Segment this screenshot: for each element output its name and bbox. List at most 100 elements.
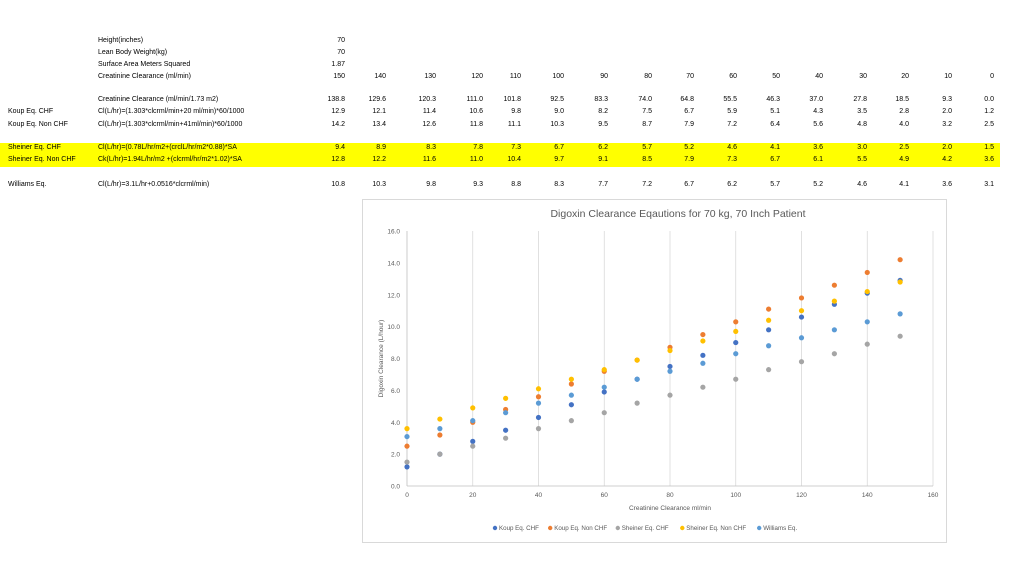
- data-point: [503, 395, 509, 401]
- y-tick-label: 2.0: [391, 452, 400, 459]
- equation-value: 10.3: [372, 181, 386, 188]
- data-point: [897, 257, 903, 263]
- equation-value: 8.7: [642, 121, 652, 128]
- data-point: [503, 410, 509, 416]
- equation-value: 12.6: [422, 121, 436, 128]
- equation-value: 12.8: [331, 156, 345, 163]
- equation-value: 5.7: [770, 181, 780, 188]
- equation-value: 4.6: [857, 181, 867, 188]
- data-point: [535, 386, 542, 392]
- crcl-norm-value: 27.8: [853, 96, 867, 103]
- equation-value: 7.5: [642, 108, 652, 115]
- data-point: [601, 410, 607, 416]
- equation-formula: Cl(L/hr)=(1.303*clcrml/min+41ml/min)*60/…: [98, 121, 243, 128]
- data-point: [831, 351, 837, 357]
- chart-container: Digoxin Clearance Eqautions for 70 kg, 7…: [362, 199, 947, 543]
- data-point: [568, 418, 574, 424]
- equation-value: 7.7: [598, 181, 608, 188]
- equation-value: 9.4: [335, 144, 345, 151]
- data-point: [864, 341, 870, 347]
- equation-value: 3.6: [942, 181, 952, 188]
- data-point: [404, 443, 410, 449]
- equation-name: Sheiner Eq. Non CHF: [8, 156, 76, 163]
- y-tick-label: 4.0: [391, 420, 400, 427]
- param-value: 70: [337, 49, 345, 56]
- legend-label: Koup Eq. CHF: [499, 525, 539, 532]
- crcl-norm-value: 74.0: [638, 96, 652, 103]
- legend-label: Sheiner Eq. Non CHF: [686, 525, 746, 532]
- data-point: [634, 376, 640, 382]
- crcl-norm-value: 111.0: [466, 96, 483, 103]
- crcl-label: Creatinine Clearance (ml/min): [98, 73, 191, 80]
- data-point: [535, 394, 542, 400]
- equation-value: 5.9: [727, 108, 737, 115]
- y-tick-label: 10.0: [387, 324, 400, 331]
- equation-value: 6.7: [684, 181, 694, 188]
- data-point: [667, 363, 673, 370]
- crcl-value: 100: [552, 73, 564, 80]
- data-point: [437, 426, 443, 432]
- y-tick-label: 8.0: [391, 356, 400, 363]
- crcl-norm-value: 83.3: [594, 96, 608, 103]
- data-point: [766, 327, 772, 333]
- param-label: Surface Area Meters Squared: [98, 61, 191, 68]
- equation-value: 4.2: [942, 156, 952, 163]
- equation-value: 4.1: [770, 144, 780, 151]
- equation-formula: Cl(L/hr)=(0.78L/hr/m2+(crclL/hr/m2*0.88)…: [98, 144, 237, 151]
- equation-value: 5.6: [813, 121, 823, 128]
- data-point: [568, 392, 574, 398]
- data-point: [437, 432, 443, 438]
- equation-value: 14.2: [331, 121, 345, 128]
- equation-value: 10.3: [550, 121, 564, 128]
- data-point: [798, 308, 805, 314]
- data-point: [733, 319, 739, 325]
- equation-value: 4.9: [899, 156, 909, 163]
- row-highlight: [0, 143, 1000, 155]
- x-tick-label: 80: [666, 492, 674, 499]
- data-point: [733, 376, 739, 382]
- crcl-value: 120: [471, 73, 483, 80]
- equation-value: 11.8: [469, 121, 483, 128]
- legend-marker: [615, 525, 620, 531]
- data-point: [700, 360, 706, 366]
- equation-value: 9.0: [554, 108, 564, 115]
- data-point: [404, 426, 410, 432]
- equation-value: 6.2: [727, 181, 737, 188]
- crcl-value: 70: [686, 73, 694, 80]
- crcl-value: 20: [901, 73, 909, 80]
- data-point: [601, 384, 607, 390]
- equation-value: 6.7: [554, 144, 564, 151]
- equation-value: 5.5: [857, 156, 867, 163]
- equation-value: 10.8: [331, 181, 345, 188]
- equation-value: 5.7: [642, 144, 652, 151]
- data-point: [897, 333, 903, 339]
- equation-value: 3.6: [813, 144, 823, 151]
- y-tick-label: 16.0: [387, 229, 400, 236]
- data-point: [667, 347, 673, 354]
- equation-value: 7.3: [511, 144, 521, 151]
- data-point: [831, 298, 837, 304]
- data-point: [404, 459, 410, 465]
- equation-value: 9.8: [426, 181, 436, 188]
- chart-title: Digoxin Clearance Eqautions for 70 kg, 7…: [550, 208, 805, 220]
- equation-value: 12.9: [331, 108, 345, 115]
- legend-label: Williams Eq.: [763, 525, 797, 532]
- crcl-value: 130: [424, 73, 436, 80]
- data-point: [503, 427, 509, 433]
- crcl-value: 40: [815, 73, 823, 80]
- data-point: [437, 451, 443, 457]
- x-tick-label: 160: [928, 492, 939, 499]
- equation-value: 8.5: [642, 156, 652, 163]
- equation-value: 1.5: [984, 144, 994, 151]
- equation-name: Koup Eq. CHF: [8, 108, 54, 115]
- crcl-value: 30: [859, 73, 867, 80]
- equation-value: 4.8: [857, 121, 867, 128]
- equation-value: 5.1: [770, 108, 780, 115]
- equation-value: 8.3: [426, 144, 436, 151]
- crcl-value: 90: [600, 73, 608, 80]
- equation-value: 1.2: [984, 108, 994, 115]
- data-point: [634, 400, 640, 406]
- data-point: [667, 392, 673, 398]
- data-point: [470, 443, 476, 449]
- equation-value: 2.5: [899, 144, 909, 151]
